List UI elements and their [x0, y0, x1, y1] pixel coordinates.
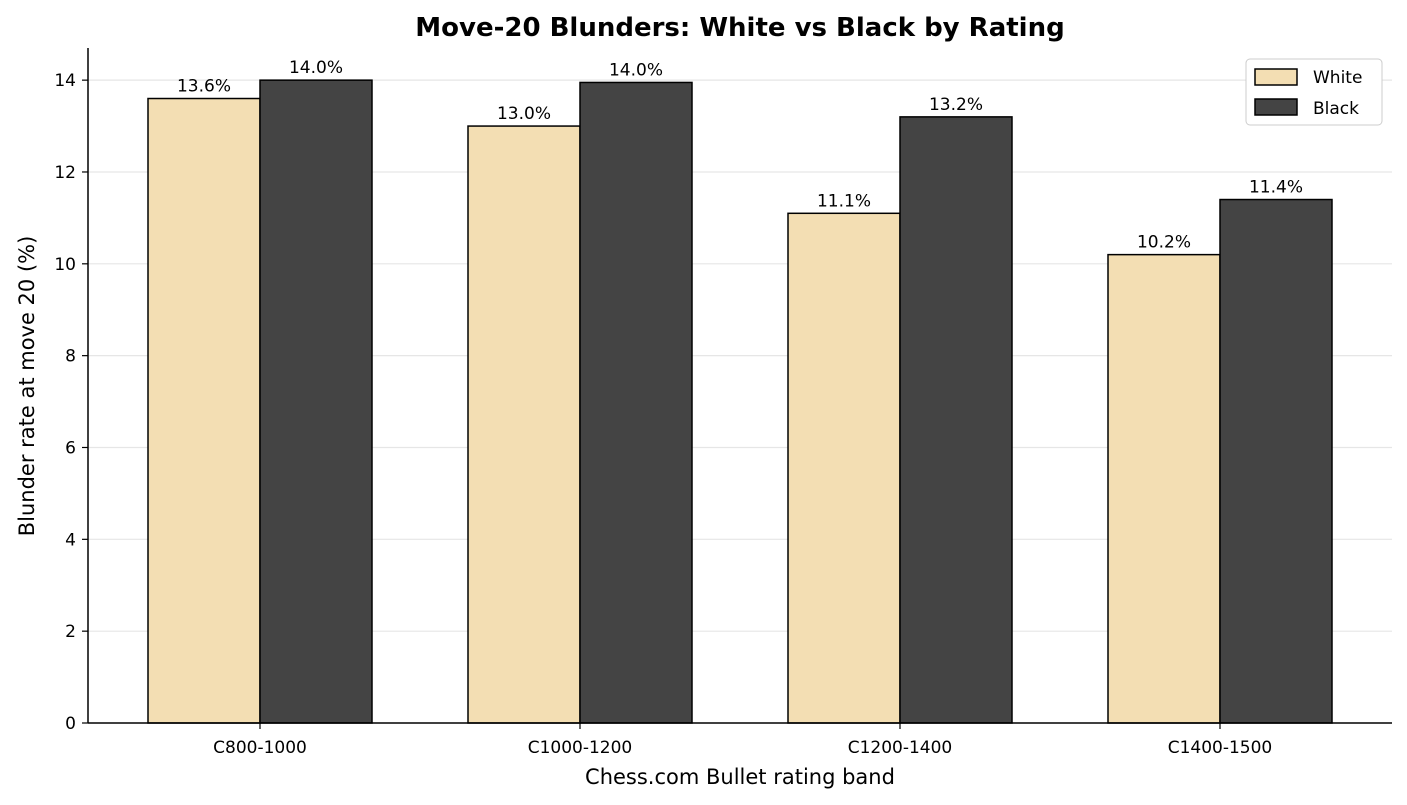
y-tick-label: 10: [54, 255, 76, 275]
bar-black-c1400-1500: [1219, 198, 1333, 724]
legend-swatch-black: [1254, 98, 1298, 116]
y-axis-label: Blunder rate at move 20 (%): [15, 236, 39, 537]
data-label-white-c1200-1400: 11.1%: [817, 191, 871, 211]
y-tick-label: 14: [54, 71, 76, 91]
x-tick-label: C1000-1200: [528, 738, 633, 758]
legend-label-black: Black: [1313, 99, 1359, 119]
chart-title: Move-20 Blunders: White vs Black by Rati…: [415, 13, 1064, 43]
bar-black-c800-1000: [259, 79, 373, 724]
bar-white-c1400-1500: [1107, 253, 1221, 724]
bar-labels: 13.6% 14.0% 13.0% 14.0% 11.1% 13.2% 10.2% 11.4%: [177, 58, 1303, 252]
data-label-black-c1200-1400: 13.2%: [929, 95, 983, 115]
x-ticks: C800-1000 C1000-1200 C1200-1400 C1400-1500: [213, 723, 1272, 758]
bar-white-c1200-1400: [787, 212, 901, 724]
data-label-black-c800-1000: 14.0%: [289, 58, 343, 78]
y-tick-label: 8: [65, 347, 76, 367]
y-tick-label: 4: [65, 530, 76, 550]
y-tick-label: 2: [65, 622, 76, 642]
y-tick-label: 12: [54, 163, 76, 183]
y-ticks: 0 2 4 6 8 10 12 14: [54, 71, 88, 734]
data-label-white-c800-1000: 13.6%: [177, 77, 231, 97]
x-tick-label: C1200-1400: [848, 738, 953, 758]
legend-label-white: White: [1313, 68, 1362, 88]
legend: White Black: [1245, 58, 1383, 126]
bar-black-c1000-1200: [579, 81, 693, 724]
data-label-white-c1400-1500: 10.2%: [1137, 233, 1191, 253]
x-tick-label: C1400-1500: [1168, 738, 1273, 758]
bar-black-c1200-1400: [899, 116, 1013, 724]
axes: [87, 48, 1392, 724]
data-label-white-c1000-1200: 13.0%: [497, 104, 551, 124]
y-tick-label: 6: [65, 438, 76, 458]
x-tick-label: C800-1000: [213, 738, 307, 758]
bar-white-c800-1000: [147, 97, 261, 724]
legend-swatch-white: [1254, 68, 1298, 86]
bars: [147, 79, 1333, 724]
bar-white-c1000-1200: [467, 125, 581, 724]
data-label-black-c1400-1500: 11.4%: [1249, 178, 1303, 198]
data-label-black-c1000-1200: 14.0%: [609, 60, 663, 80]
x-axis-label: Chess.com Bullet rating band: [585, 765, 895, 789]
y-tick-label: 0: [65, 714, 76, 734]
